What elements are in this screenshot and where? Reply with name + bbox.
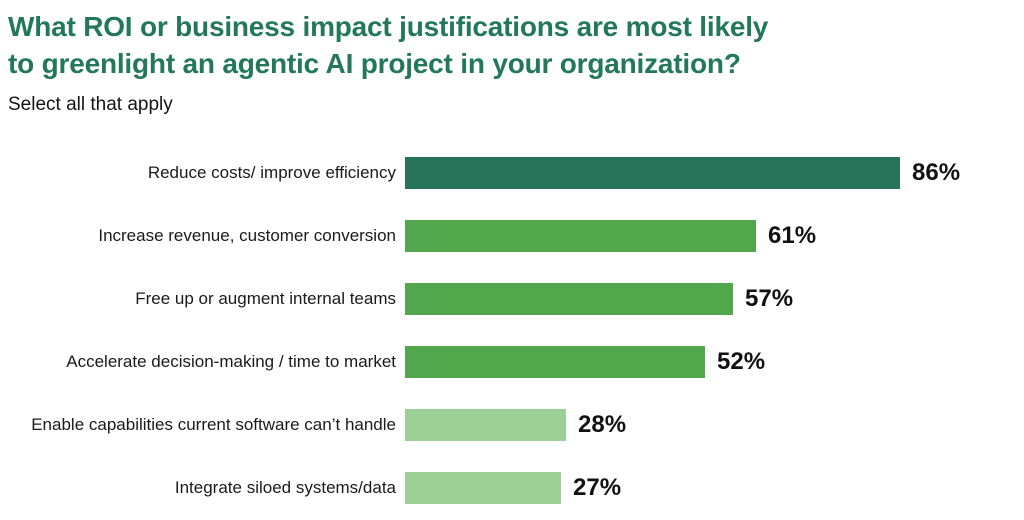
bar [405,409,566,441]
bar [405,472,561,504]
chart-subtitle: Select all that apply [8,94,173,115]
category-label: Reduce costs/ improve efficiency [147,163,396,182]
chart-row: Enable capabilities current software can… [8,409,1024,441]
category-label: Accelerate decision-making / time to mar… [66,352,396,371]
category-label: Free up or augment internal teams [135,289,396,308]
value-label: 28% [578,411,627,438]
chart-title: What ROI or business impact justificatio… [8,8,1024,82]
bar [405,220,756,252]
bar [405,157,900,189]
chart-row: Reduce costs/ improve efficiency 86% [8,157,1024,189]
chart-title-line-1: What ROI or business impact justificatio… [8,11,769,42]
chart-title-line-2: to greenlight an agentic AI project in y… [8,48,741,79]
value-label: 86% [912,159,961,186]
category-label: Integrate siloed systems/data [174,478,396,497]
chart-row: Increase revenue, customer conversion 61% [8,220,1024,252]
value-label: 27% [573,474,622,501]
bar [405,346,705,378]
chart-row: Integrate siloed systems/data 27% [8,472,1024,504]
value-label: 61% [768,222,817,249]
category-label: Enable capabilities current software can… [31,415,396,434]
value-label: 57% [745,285,794,312]
bar-chart: Reduce costs/ improve efficiency 86% Incre… [8,157,1024,504]
value-label: 52% [717,348,766,375]
chart-row: Accelerate decision-making / time to mar… [8,346,1024,378]
bar [405,283,733,315]
category-label: Increase revenue, customer conversion [98,226,396,245]
chart-row: Free up or augment internal teams 57% [8,283,1024,315]
